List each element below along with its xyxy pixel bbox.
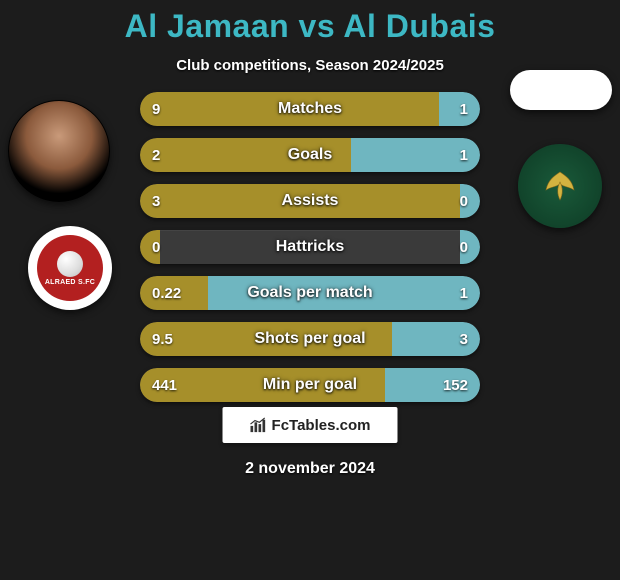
eagle-icon bbox=[540, 166, 580, 206]
stat-row: 30Assists bbox=[140, 184, 480, 218]
stat-value-left: 3 bbox=[152, 184, 160, 218]
stat-bars: 91Matches21Goals30Assists00Hattricks0.22… bbox=[140, 92, 480, 414]
player-left-club-badge: ALRAED S.FC bbox=[28, 226, 112, 310]
stat-value-right: 1 bbox=[460, 92, 468, 126]
stat-value-right: 152 bbox=[443, 368, 468, 402]
stat-value-right: 0 bbox=[460, 184, 468, 218]
stat-bar-left bbox=[140, 184, 460, 218]
stat-bar-left bbox=[140, 322, 392, 356]
stat-bar-left bbox=[140, 92, 439, 126]
stat-value-left: 441 bbox=[152, 368, 177, 402]
stat-row: 91Matches bbox=[140, 92, 480, 126]
stat-value-left: 0 bbox=[152, 230, 160, 264]
stat-row: 0 0Hattricks bbox=[140, 230, 480, 264]
comparison-date: 2 november 2024 bbox=[0, 460, 620, 478]
stat-value-left: 2 bbox=[152, 138, 160, 172]
player-right-club-badge bbox=[518, 144, 602, 228]
stat-label: Hattricks bbox=[140, 230, 480, 264]
soccer-ball-icon bbox=[57, 251, 83, 277]
stat-row: 0.221Goals per match bbox=[140, 276, 480, 310]
stat-row: 21Goals bbox=[140, 138, 480, 172]
stat-value-left: 9 bbox=[152, 92, 160, 126]
stat-value-left: 0.22 bbox=[152, 276, 181, 310]
stat-value-left: 9.5 bbox=[152, 322, 173, 356]
stat-row: 9.53Shots per goal bbox=[140, 322, 480, 356]
club-left-inner: ALRAED S.FC bbox=[37, 235, 103, 301]
club-left-text: ALRAED S.FC bbox=[45, 279, 95, 286]
stat-value-right: 0 bbox=[460, 230, 468, 264]
branding-text: FcTables.com bbox=[272, 417, 371, 434]
stat-value-right: 1 bbox=[460, 276, 468, 310]
stat-value-right: 1 bbox=[460, 138, 468, 172]
branding-badge: FcTables.com bbox=[223, 407, 398, 443]
page-title: Al Jamaan vs Al Dubais bbox=[0, 0, 620, 45]
comparison-stage: ALRAED S.FC 91Matches21Goals30Assists00H… bbox=[0, 92, 620, 557]
stat-bar-right bbox=[208, 276, 480, 310]
player-right-avatar bbox=[510, 70, 612, 110]
stat-row: 441152Min per goal bbox=[140, 368, 480, 402]
stat-bar-left bbox=[140, 138, 351, 172]
branding-chart-icon bbox=[250, 417, 268, 433]
player-left-avatar bbox=[8, 100, 110, 202]
stat-value-right: 3 bbox=[460, 322, 468, 356]
